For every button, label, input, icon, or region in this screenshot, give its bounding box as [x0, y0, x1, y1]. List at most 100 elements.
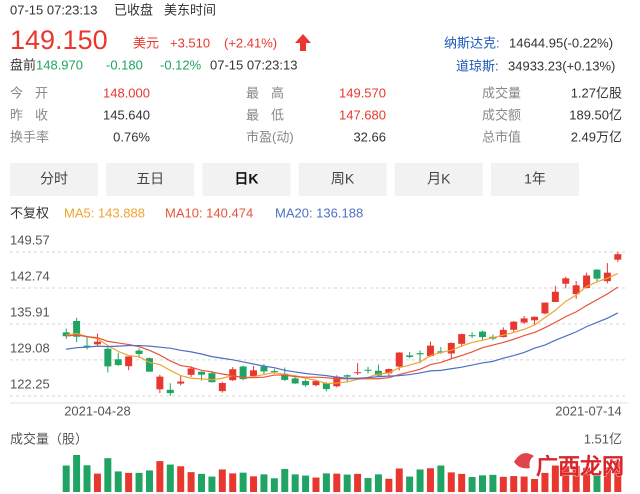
kline-chart: 149.57 142.74 135.91 129.08 122.25 2021-04-28…	[10, 232, 628, 418]
legend-entry: MA20: 136.188	[275, 205, 363, 220]
ma-line	[66, 286, 619, 380]
stat-label: 最高	[246, 85, 284, 100]
watermark: 广西龙网	[514, 453, 624, 479]
volume-bar	[93, 473, 101, 492]
stat-label: 市盈(动)	[246, 129, 294, 144]
candle-body	[135, 350, 143, 354]
candle-body	[551, 291, 559, 303]
volume-bar	[437, 465, 445, 492]
volume-bar	[354, 473, 362, 492]
volume-bar	[510, 476, 518, 492]
candle-body	[541, 302, 549, 314]
volume-bar	[125, 472, 133, 492]
tab[interactable]	[298, 163, 387, 196]
volume-bar	[499, 476, 507, 492]
tab[interactable]	[10, 163, 98, 196]
volume-bar	[83, 465, 91, 492]
stat-label: 成交额	[482, 107, 521, 122]
candle-body	[614, 254, 622, 260]
volume-tick-label: 1.51亿	[584, 431, 622, 446]
tab-label[interactable]: 周K	[331, 171, 355, 187]
candle-body	[145, 358, 153, 372]
tab-label[interactable]: 1年	[524, 171, 546, 187]
candle-body	[520, 318, 528, 323]
tab[interactable]	[106, 163, 195, 196]
candle-body	[250, 370, 258, 377]
candle-body	[312, 381, 320, 386]
volume-bar	[426, 468, 434, 492]
stat-label: 今开	[10, 85, 48, 100]
x-tick-label: 2021-07-14	[555, 403, 622, 418]
volume-bar	[291, 474, 299, 492]
volume-bar	[114, 471, 122, 492]
candle-body	[104, 348, 112, 367]
candle-body	[458, 334, 466, 344]
volume-bar	[406, 476, 414, 492]
candle-body	[260, 366, 268, 372]
stat-value: 147.680	[339, 107, 386, 122]
candle-body	[62, 332, 70, 337]
index-name[interactable]: 纳斯达克:	[444, 35, 500, 50]
tab[interactable]	[491, 163, 579, 196]
volume-bar	[541, 472, 549, 492]
volume-bar	[593, 473, 601, 492]
volume-bar	[603, 467, 611, 492]
tab-label[interactable]: 分时	[40, 171, 68, 187]
volume-bar	[156, 461, 164, 492]
candle-body	[343, 375, 351, 377]
timezone: 美东时间	[164, 2, 216, 17]
status: 已收盘	[114, 2, 153, 17]
stat-value: 148.000	[103, 85, 150, 100]
volume-bar	[385, 478, 393, 492]
candle-body	[125, 356, 133, 367]
y-tick-label: 129.08	[10, 340, 50, 355]
volume-bar	[250, 476, 258, 492]
candle-body	[447, 342, 455, 354]
candle-body	[73, 320, 81, 337]
tab-label[interactable]: 日K	[234, 171, 258, 187]
tab[interactable]	[394, 163, 483, 196]
premarket-change: -0.180	[106, 57, 143, 72]
change: +3.510	[170, 35, 210, 50]
x-tick-label: 2021-04-28	[64, 403, 131, 418]
volume-bar	[312, 477, 320, 492]
candle-body	[603, 272, 611, 282]
volume-bar	[614, 460, 622, 492]
tab[interactable]	[202, 163, 291, 196]
volume-bar	[395, 468, 403, 492]
adjust-label[interactable]: 不复权	[10, 205, 49, 220]
volume-bar	[198, 473, 205, 492]
stat-label: 换手率	[10, 129, 49, 144]
y-tick-label: 122.25	[10, 376, 50, 391]
volume-bar	[62, 465, 70, 492]
stat-value: 145.640	[103, 107, 150, 122]
watermark-text: 广西龙网	[536, 454, 624, 479]
candle-body	[166, 389, 174, 394]
volume-bar	[531, 479, 539, 492]
tab-label[interactable]: 五日	[136, 171, 164, 187]
stat-label: 成交量	[482, 85, 521, 100]
candle-body	[395, 352, 403, 367]
volume-title: 成交量（股）	[10, 431, 88, 446]
candle-body	[572, 285, 580, 295]
candle-body	[218, 383, 226, 392]
volume-bar	[447, 472, 455, 492]
tab-label[interactable]: 月K	[427, 171, 451, 187]
candle-body	[406, 355, 414, 357]
volume-bar	[177, 466, 185, 492]
volume-bar	[374, 474, 382, 492]
candle-body	[156, 376, 164, 390]
candle-body	[198, 371, 205, 375]
volume-bar	[458, 473, 466, 492]
candle-body	[333, 376, 341, 387]
volume-bar	[364, 478, 372, 492]
volume-bar	[572, 466, 580, 492]
volume-bar	[260, 474, 268, 492]
index-name[interactable]: 道琼斯:	[456, 58, 499, 73]
volume-chart: 成交量（股） 1.51亿	[10, 431, 622, 492]
volume-bar	[333, 473, 341, 492]
volume-bar	[479, 475, 486, 492]
candle-body	[281, 373, 289, 380]
stat-value: 32.66	[353, 129, 386, 144]
